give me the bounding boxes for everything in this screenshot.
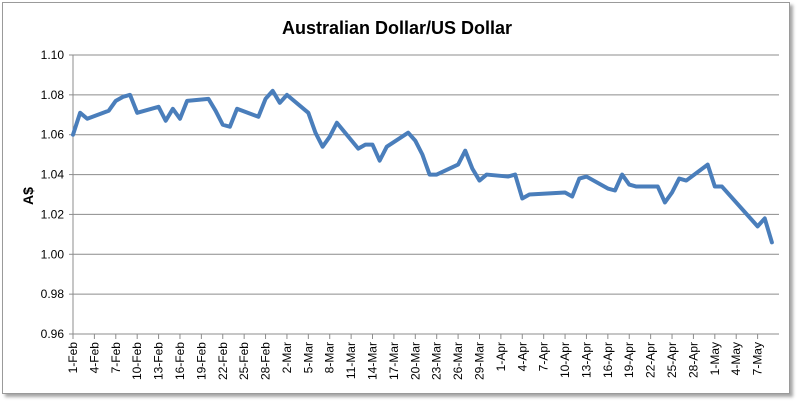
- x-tick-label: 8-Mar: [323, 342, 337, 373]
- x-tick-label: 20-Mar: [408, 342, 422, 380]
- y-tick-label: 1.06: [41, 128, 65, 142]
- series: [71, 88, 774, 245]
- x-tick-label: 28-Apr: [686, 342, 700, 378]
- y-tick-label: 0.98: [41, 287, 65, 301]
- x-tick-label: 19-Apr: [622, 342, 636, 378]
- x-tick-label: 7-Feb: [109, 342, 123, 374]
- x-tick-label: 25-Apr: [665, 342, 679, 378]
- y-tick-label: 1.08: [41, 88, 65, 102]
- x-tick-label: 2-Mar: [280, 342, 294, 373]
- x-tick-label: 4-May: [729, 342, 743, 375]
- x-tick-label: 22-Feb: [216, 342, 230, 380]
- x-tick-label: 25-Feb: [237, 342, 251, 380]
- y-tick-labels: 0.96 0.98 1.00 1.02 1.04 1.06 1.08 1.10: [41, 48, 65, 341]
- x-tick-label: 10-Feb: [130, 342, 144, 380]
- x-tick-label: 26-Mar: [451, 342, 465, 380]
- x-tick-label: 1-Apr: [494, 342, 508, 371]
- y-axis-label: A$: [20, 187, 36, 205]
- x-tick-labels: 1-Feb 4-Feb 7-Feb 10-Feb 13-Feb 16-Feb 19-Feb 2…: [66, 342, 765, 380]
- x-tick-label: 1-May: [708, 342, 722, 375]
- x-tick-label: 10-Apr: [558, 342, 572, 378]
- x-tick-label: 16-Apr: [601, 342, 615, 378]
- x-tick-label: 4-Feb: [87, 342, 101, 374]
- y-tick-label: 1.02: [41, 207, 65, 221]
- x-tick-label: 29-Mar: [472, 342, 486, 380]
- x-tick-label: 4-Apr: [515, 342, 529, 371]
- chart-title: Australian Dollar/US Dollar: [281, 18, 513, 38]
- x-tick-label: 11-Mar: [344, 342, 358, 379]
- series-line: [71, 88, 774, 245]
- x-tick-label: 19-Feb: [194, 342, 208, 380]
- x-tick-label: 22-Apr: [644, 342, 658, 378]
- x-tick-label: 23-Mar: [430, 342, 444, 380]
- x-tick-label: 5-Mar: [301, 342, 315, 373]
- x-tick-label: 7-May: [751, 342, 765, 375]
- axes: [69, 54, 779, 339]
- y-tick-label: 1.04: [41, 168, 65, 182]
- y-tick-label: 1.10: [41, 48, 65, 62]
- x-tick-label: 13-Feb: [152, 342, 166, 380]
- x-tick-label: 16-Feb: [173, 342, 187, 380]
- x-tick-label: 14-Mar: [366, 342, 380, 380]
- gridlines: [73, 54, 779, 295]
- x-tick-label: 28-Feb: [259, 342, 273, 380]
- x-tick-label: 17-Mar: [387, 342, 401, 380]
- x-tick-label: 13-Apr: [579, 342, 593, 378]
- chart-frame: Australian Dollar/US Dollar: [2, 2, 790, 394]
- y-tick-label: 1.00: [41, 247, 65, 261]
- x-tick-label: 1-Feb: [66, 342, 80, 374]
- x-tick-label: 7-Apr: [537, 342, 551, 371]
- y-tick-label: 0.96: [41, 327, 65, 341]
